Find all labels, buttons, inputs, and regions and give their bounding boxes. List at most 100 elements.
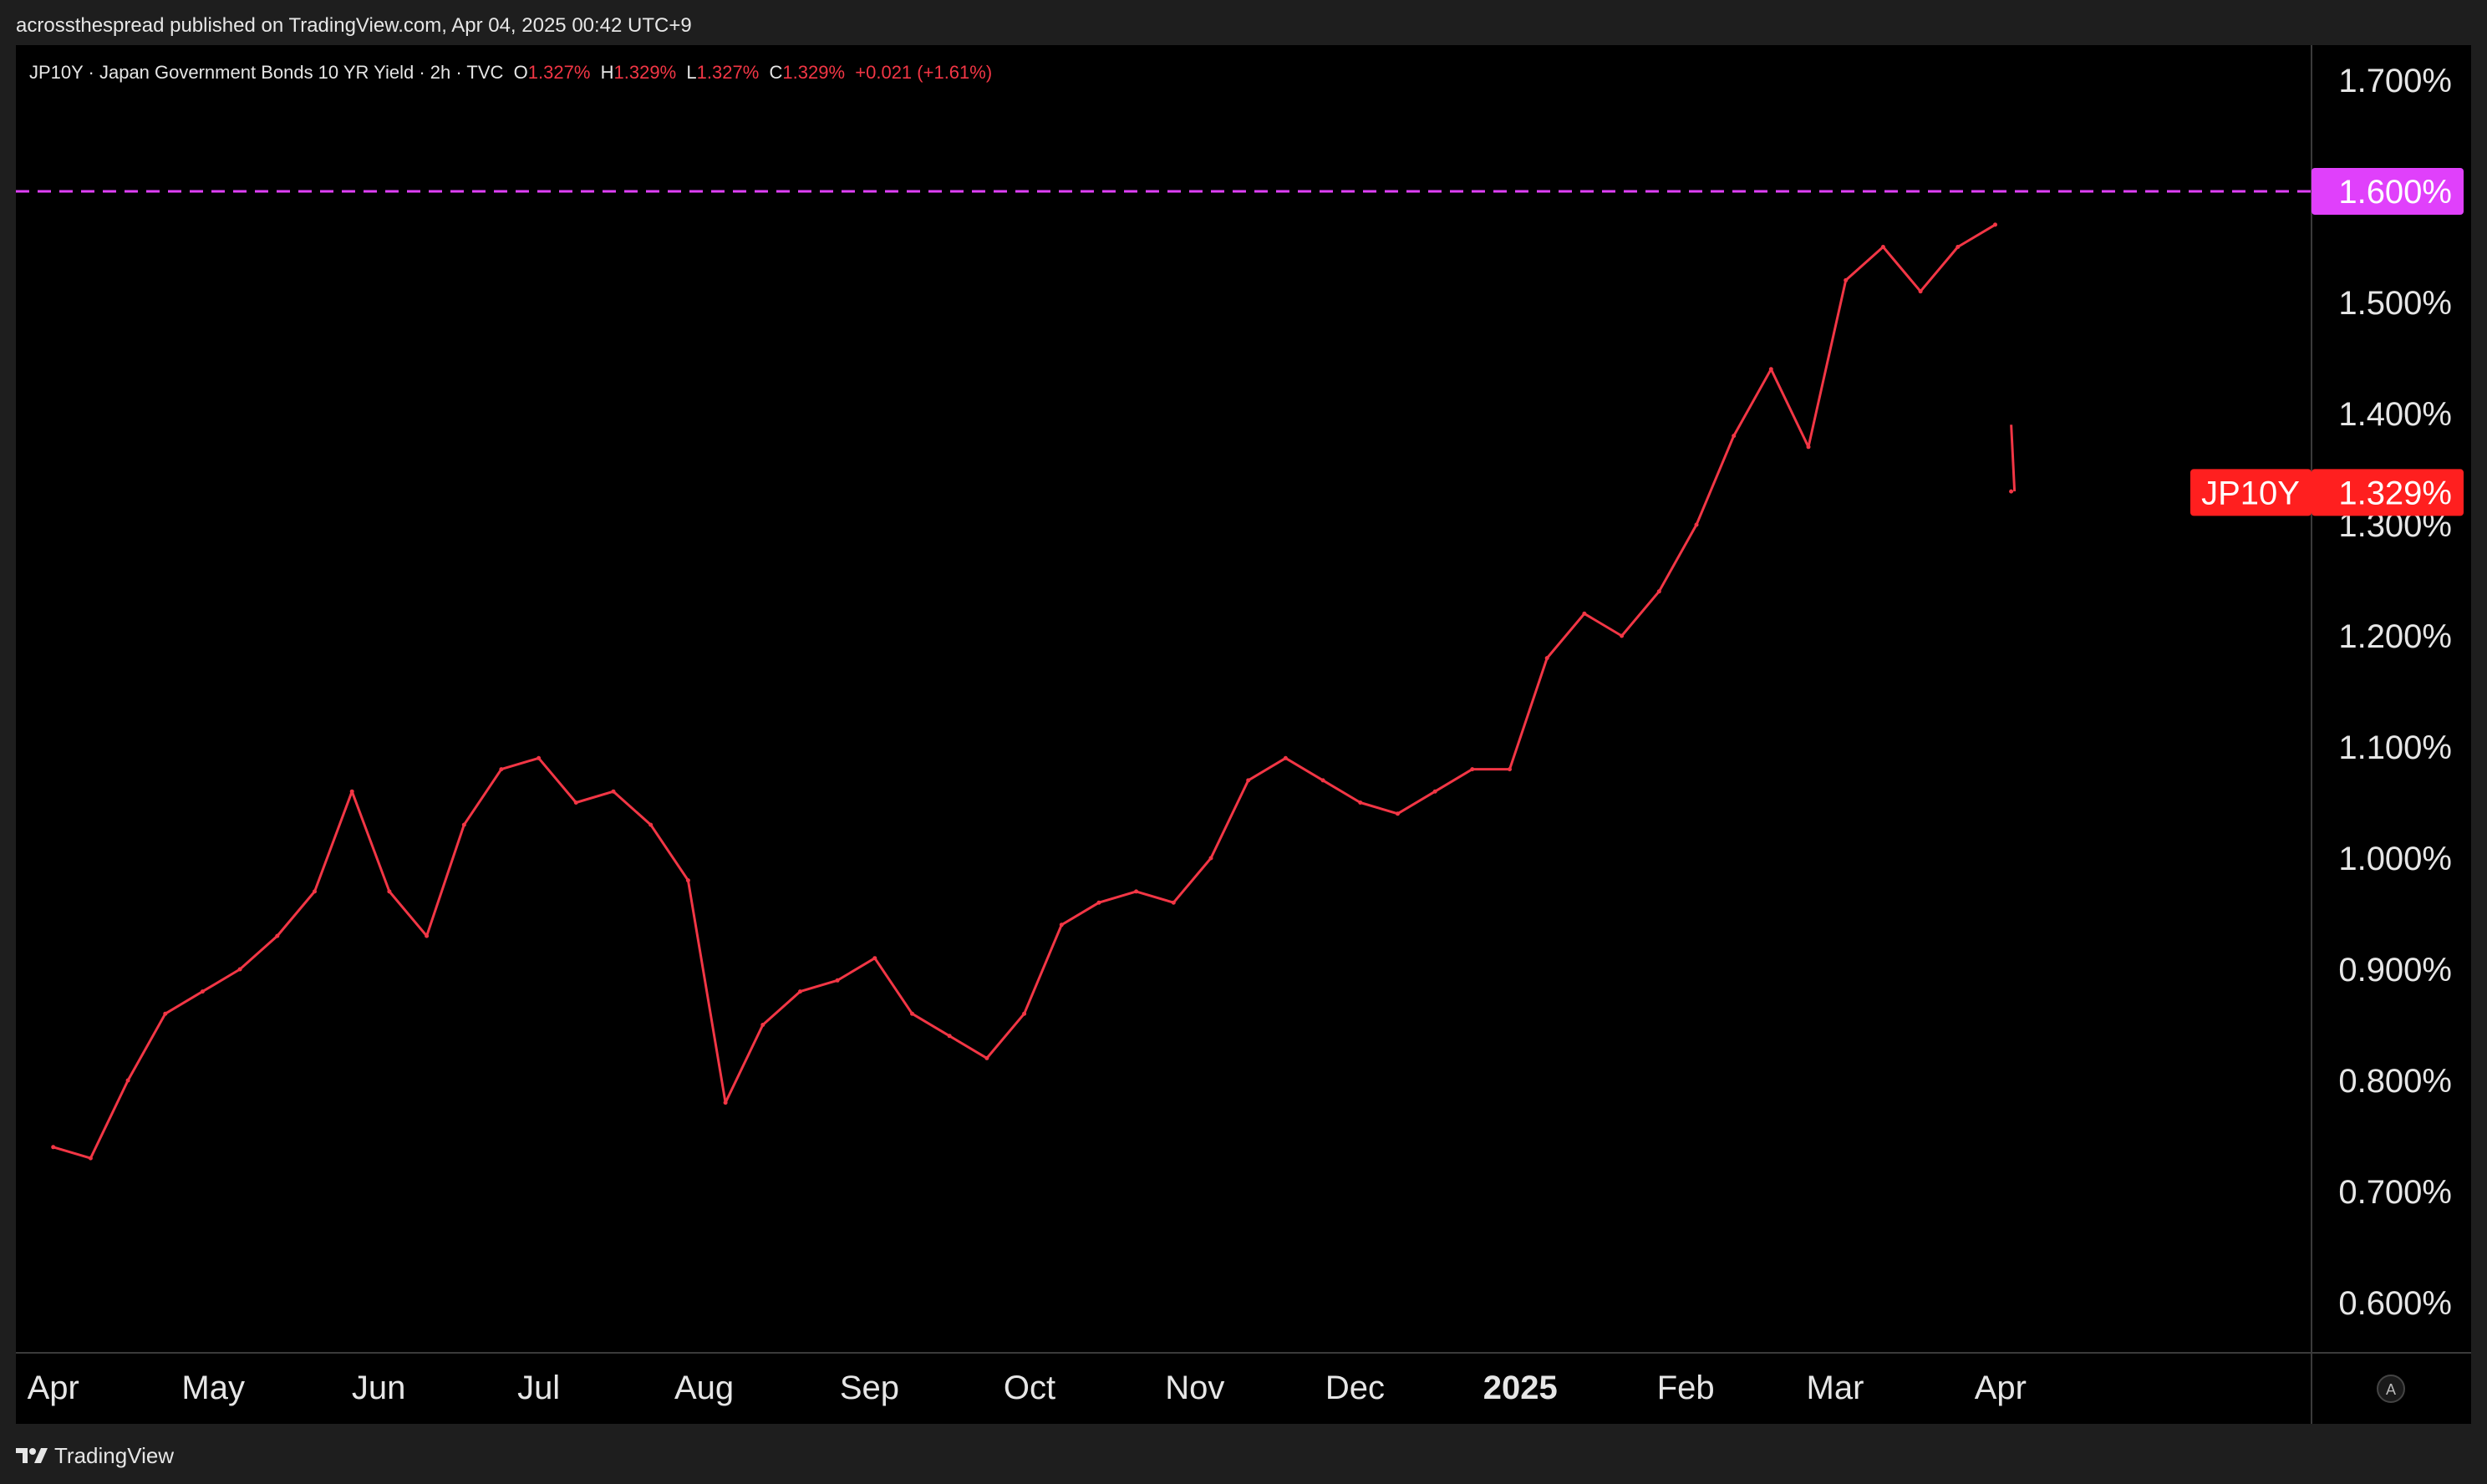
tradingview-brand: TradingView [54,1442,175,1468]
data-point [648,822,654,827]
level-price-tag: 1.600% [2312,168,2464,215]
time-axis-label: May [181,1370,245,1406]
data-point [1956,245,1961,249]
time-axis-label: Oct [1004,1370,1055,1406]
price-axis-label: 1.700% [2338,63,2452,99]
time-axis-label: 2025 [1483,1370,1558,1406]
time-axis-label: Apr [28,1370,79,1406]
last-price-tag-bg [2312,469,2464,516]
tradingview-logo-icon [16,1448,48,1463]
high-label: H [600,62,614,83]
auto-scale-circle[interactable] [2377,1375,2405,1403]
data-point [537,755,542,760]
data-point [88,1156,93,1161]
close-value: 1.329% [782,62,846,83]
data-point [2009,489,2014,494]
data-point [685,878,690,883]
data-point [1246,778,1251,783]
level-price-tag-bg [2312,168,2464,215]
time-axis-label: Aug [674,1370,734,1406]
publish-header: acrossthespread published on TradingView… [0,0,2487,45]
series-layer [51,222,2017,1161]
data-point [1059,922,1064,928]
data-point [1620,633,1625,638]
time-axis[interactable]: Apr May Jun Jul Aug Sep Oct Nov Dec 2025 Feb Mar Apr [28,1370,2027,1406]
data-point [835,978,840,983]
data-point [1656,589,1661,594]
price-axis-label: 0.600% [2338,1285,2452,1322]
data-point [1768,367,1773,372]
data-point [723,1100,728,1105]
symbol-tag-label: JP10Y [2201,475,2300,511]
auto-scale-label[interactable]: A [2386,1381,2396,1398]
auto-scale-button[interactable]: A [2377,1375,2405,1403]
price-axis-label: 0.800% [2338,1063,2452,1100]
price-axis-label: 1.500% [2338,285,2452,322]
data-point [425,933,430,938]
data-point [1134,889,1139,894]
data-point [1694,522,1699,527]
last-price-tag-label: 1.329% [2338,475,2452,511]
data-point [275,933,280,938]
data-point [1918,289,1923,294]
open-value: 1.327% [527,62,591,83]
price-axis[interactable]: 1.700%1.600%1.500%1.400%1.300%1.200%1.10… [2338,63,2452,1322]
data-point [1844,277,1849,282]
price-axis-label: 0.900% [2338,952,2452,988]
footer: TradingView [16,1441,174,1471]
data-point [387,889,392,894]
data-point [1358,800,1363,805]
price-axis-label: 1.000% [2338,841,2452,877]
time-axis-label: Nov [1165,1370,1224,1406]
data-point [349,789,354,794]
data-point [573,800,578,805]
data-point [1732,434,1737,439]
data-point [1208,856,1213,861]
price-axis-label: 0.700% [2338,1174,2452,1211]
data-point [1022,1011,1027,1016]
series-line-last-session [2010,424,2017,492]
price-axis-label: 1.100% [2338,729,2452,766]
data-point [947,1034,952,1039]
time-axis-label: Sep [840,1370,899,1406]
time-axis-label: Feb [1657,1370,1715,1406]
data-point [313,889,317,894]
level-price-tag-label: 1.600% [2338,174,2452,211]
data-point [872,956,877,961]
data-point [760,1023,765,1027]
price-axis-label: 1.200% [2338,618,2452,655]
data-point [984,1055,989,1060]
chart-svg[interactable]: 1.700%1.600%1.500%1.400%1.300%1.200%1.10… [16,45,2471,1424]
last-price-tag: JP10Y 1.329% [2190,469,2464,516]
time-axis-label: Apr [1975,1370,2027,1406]
chart-pane[interactable]: 1.700%1.600%1.500%1.400%1.300%1.200%1.10… [16,45,2471,1424]
price-axis-label: 1.400% [2338,396,2452,433]
time-axis-label: Jul [517,1370,560,1406]
data-point [200,989,205,994]
data-point [237,967,242,972]
data-point [1806,445,1811,450]
data-point [1582,611,1587,616]
symbol-tag-bg [2190,469,2312,516]
data-point [1993,222,1997,227]
time-axis-label: Mar [1807,1370,1864,1406]
low-value: 1.327% [696,62,760,83]
data-point [1320,778,1325,783]
symbol-legend: JP10Y · Japan Government Bonds 10 YR Yie… [29,62,992,84]
data-point [1171,900,1176,905]
data-point [1096,900,1101,905]
time-axis-label: Jun [352,1370,406,1406]
publish-info: acrossthespread published on TradingView… [16,14,692,37]
data-point [1508,767,1512,772]
data-point [125,1078,130,1083]
symbol-description: JP10Y · Japan Government Bonds 10 YR Yie… [29,62,504,83]
time-axis-label: Dec [1325,1370,1385,1406]
low-label: L [686,62,697,83]
price-tags: 1.600% JP10Y 1.329% [2190,168,2464,516]
chart-background [16,45,2471,1424]
high-value: 1.329% [613,62,677,83]
data-point [1396,811,1400,816]
data-point [1880,245,1885,249]
data-point [499,767,504,772]
data-point [51,1145,56,1150]
